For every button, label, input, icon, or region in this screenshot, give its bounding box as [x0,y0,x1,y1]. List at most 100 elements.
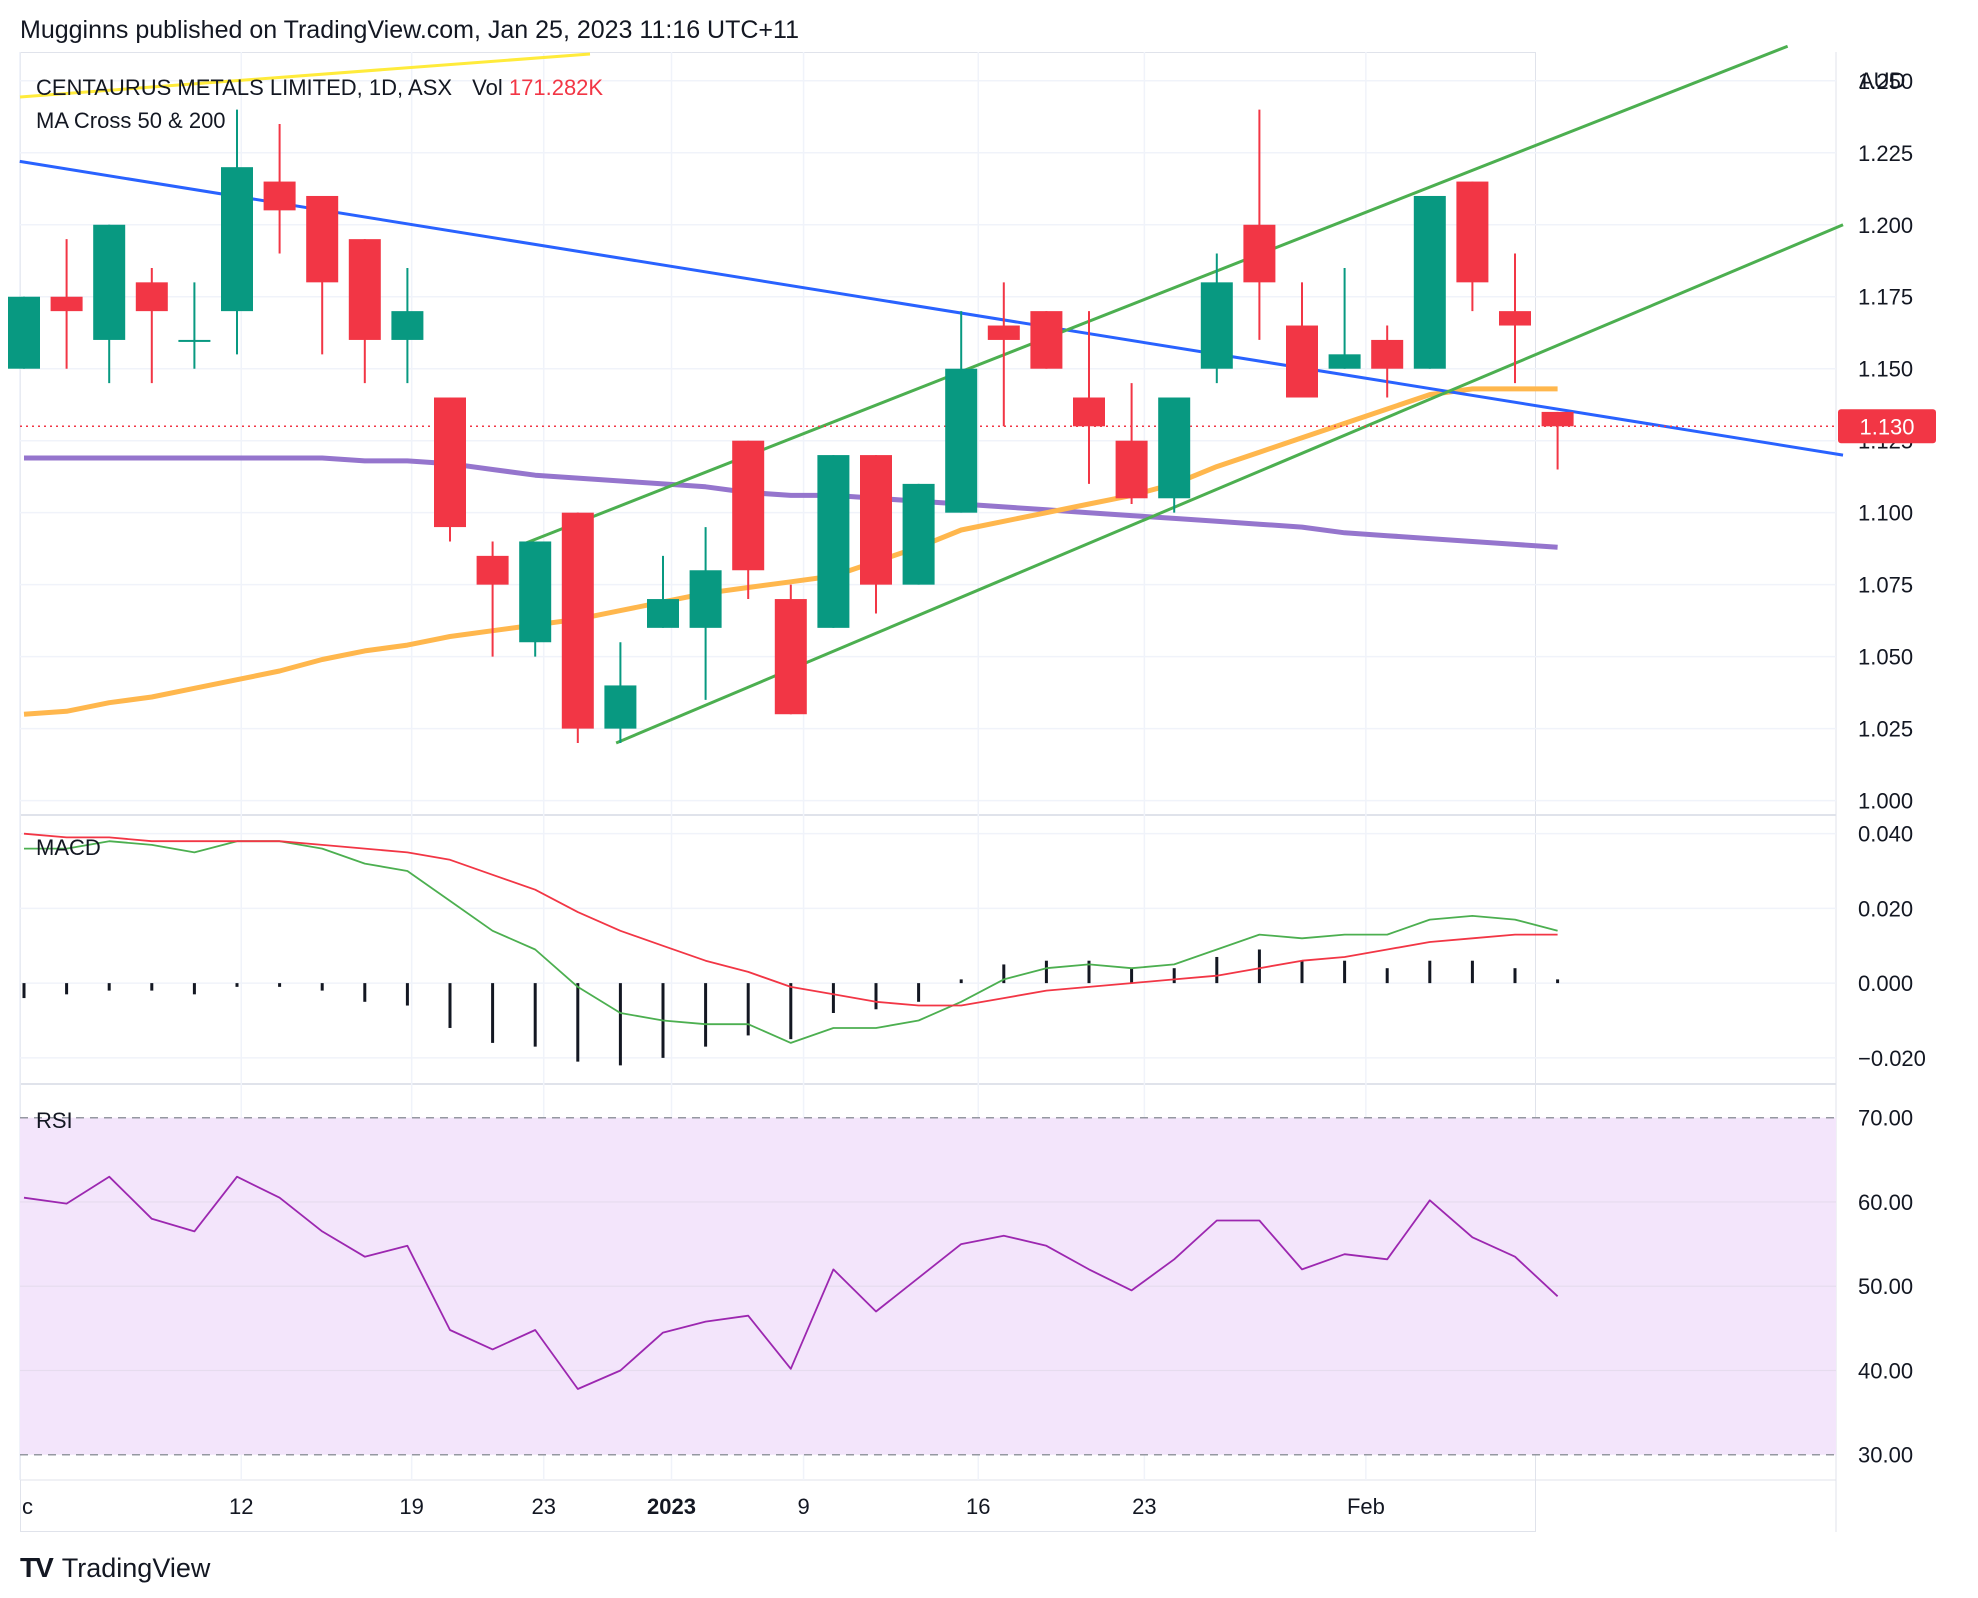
candle-body [604,685,637,729]
candle [1030,311,1063,369]
macd-label[interactable]: MACD [36,835,101,860]
candle [860,455,892,614]
candle [519,541,552,657]
candle-body [1030,311,1063,369]
rsi-label[interactable]: RSI [36,1108,73,1133]
candle-body [391,311,424,340]
rsi-pane[interactable] [20,1116,1836,1456]
candle [1541,411,1574,470]
legend: CENTAURUS METALS LIMITED, 1D, ASX Vol 17… [36,68,1905,1133]
time-tick-label: 23 [1132,1494,1156,1519]
macd-tick-label: 0.040 [1858,822,1913,847]
last-price-tag [1838,409,1936,444]
price-pane[interactable] [8,44,1844,745]
rsi-line [23,1175,1559,1390]
tradingview-brand: TradingView [61,1552,211,1583]
candle [263,123,296,254]
candle-body [221,167,253,312]
candle [1371,325,1404,398]
price-tick-label: 1.250 [1858,69,1913,94]
time-tick-label: 9 [797,1494,809,1519]
chart-frame [20,52,1536,1532]
candle-body [135,282,168,312]
price-tick-label: 1.150 [1858,357,1913,382]
candle-body [8,296,40,369]
candle [689,527,722,700]
candle-body [1200,282,1233,369]
candle [604,642,637,744]
candle-body [1243,224,1276,283]
macd-tick-label: −0.020 [1858,1046,1926,1071]
candle-body [689,570,722,628]
price-tick-label: 1.075 [1858,573,1913,598]
published-header: Mugginns published on TradingView.com, J… [20,16,799,44]
candle [50,239,83,369]
rsi-tick-label: 50.00 [1858,1274,1913,1299]
candle [391,267,424,384]
rsi-tick-label: 30.00 [1858,1443,1913,1468]
candle [945,311,978,513]
axes: 1.2501.2251.2001.1751.1501.1251.1001.075… [22,69,1936,1519]
ma200-line [24,455,1558,550]
candle-body [774,599,807,715]
vol-label: Vol [472,75,503,100]
candle-body [1371,339,1404,369]
price-tick-label: 1.000 [1858,789,1913,814]
candle-body [1413,195,1446,369]
candle [178,282,211,369]
candle [774,584,807,715]
candle [1413,195,1446,369]
symbol-title[interactable]: CENTAURUS METALS LIMITED, 1D, ASX [36,75,452,100]
vol-value: 171.282K [509,75,604,100]
indicator-ma-cross-label[interactable]: MA Cross 50 & 200 [36,108,226,133]
candle [1456,181,1489,312]
candle-body [561,512,594,729]
price-tick-label: 1.175 [1858,285,1913,310]
time-tick-label: 23 [531,1494,555,1519]
candle [93,224,126,384]
macd-tick-label: 0.020 [1858,896,1913,921]
channel-upper-line [521,44,1789,546]
candle [306,195,339,355]
svg-text:CENTAURUS METALS LIMITED, 1D,: CENTAURUS METALS LIMITED, 1D, ASX Vol 17… [36,75,603,100]
candle-body [519,541,552,643]
candle [1200,253,1233,384]
candle-body [476,555,509,585]
candle-body [178,339,211,342]
rsi-tick-label: 60.00 [1858,1190,1913,1215]
price-tick-label: 1.225 [1858,141,1913,166]
candle-body [860,455,892,585]
macd-tick-label: 0.000 [1858,971,1913,996]
candle [135,267,168,384]
yellow-line [19,52,591,99]
candle-body [902,483,935,585]
candle [1115,383,1148,505]
ma50-line [23,386,1558,717]
candle [8,296,40,369]
candle-body [1499,311,1531,326]
candle-body [1456,181,1489,283]
candle-body [945,368,978,513]
candle-body [1158,397,1191,499]
candle-body [1286,325,1318,398]
candle [647,555,679,628]
candle [476,541,509,657]
time-tick-label: 2023 [647,1494,696,1519]
macd-pane[interactable] [22,832,1560,1066]
tradingview-logo[interactable]: TV TradingView [20,1552,210,1584]
candle-body [50,296,83,312]
channel-lower-line [615,223,1844,745]
candle-body [348,239,381,340]
candle [1499,253,1531,384]
macd-signal-line [23,832,1558,1007]
time-tick-label: 12 [229,1494,253,1519]
candle [1328,267,1361,369]
price-tick-label: 1.200 [1858,213,1913,238]
candle-body [1541,411,1574,427]
price-tick-label: 1.050 [1858,645,1913,670]
rsi-tick-label: 40.00 [1858,1358,1913,1383]
time-tick-label: c [22,1494,33,1519]
candle-body [817,455,850,628]
candle [1286,282,1318,398]
